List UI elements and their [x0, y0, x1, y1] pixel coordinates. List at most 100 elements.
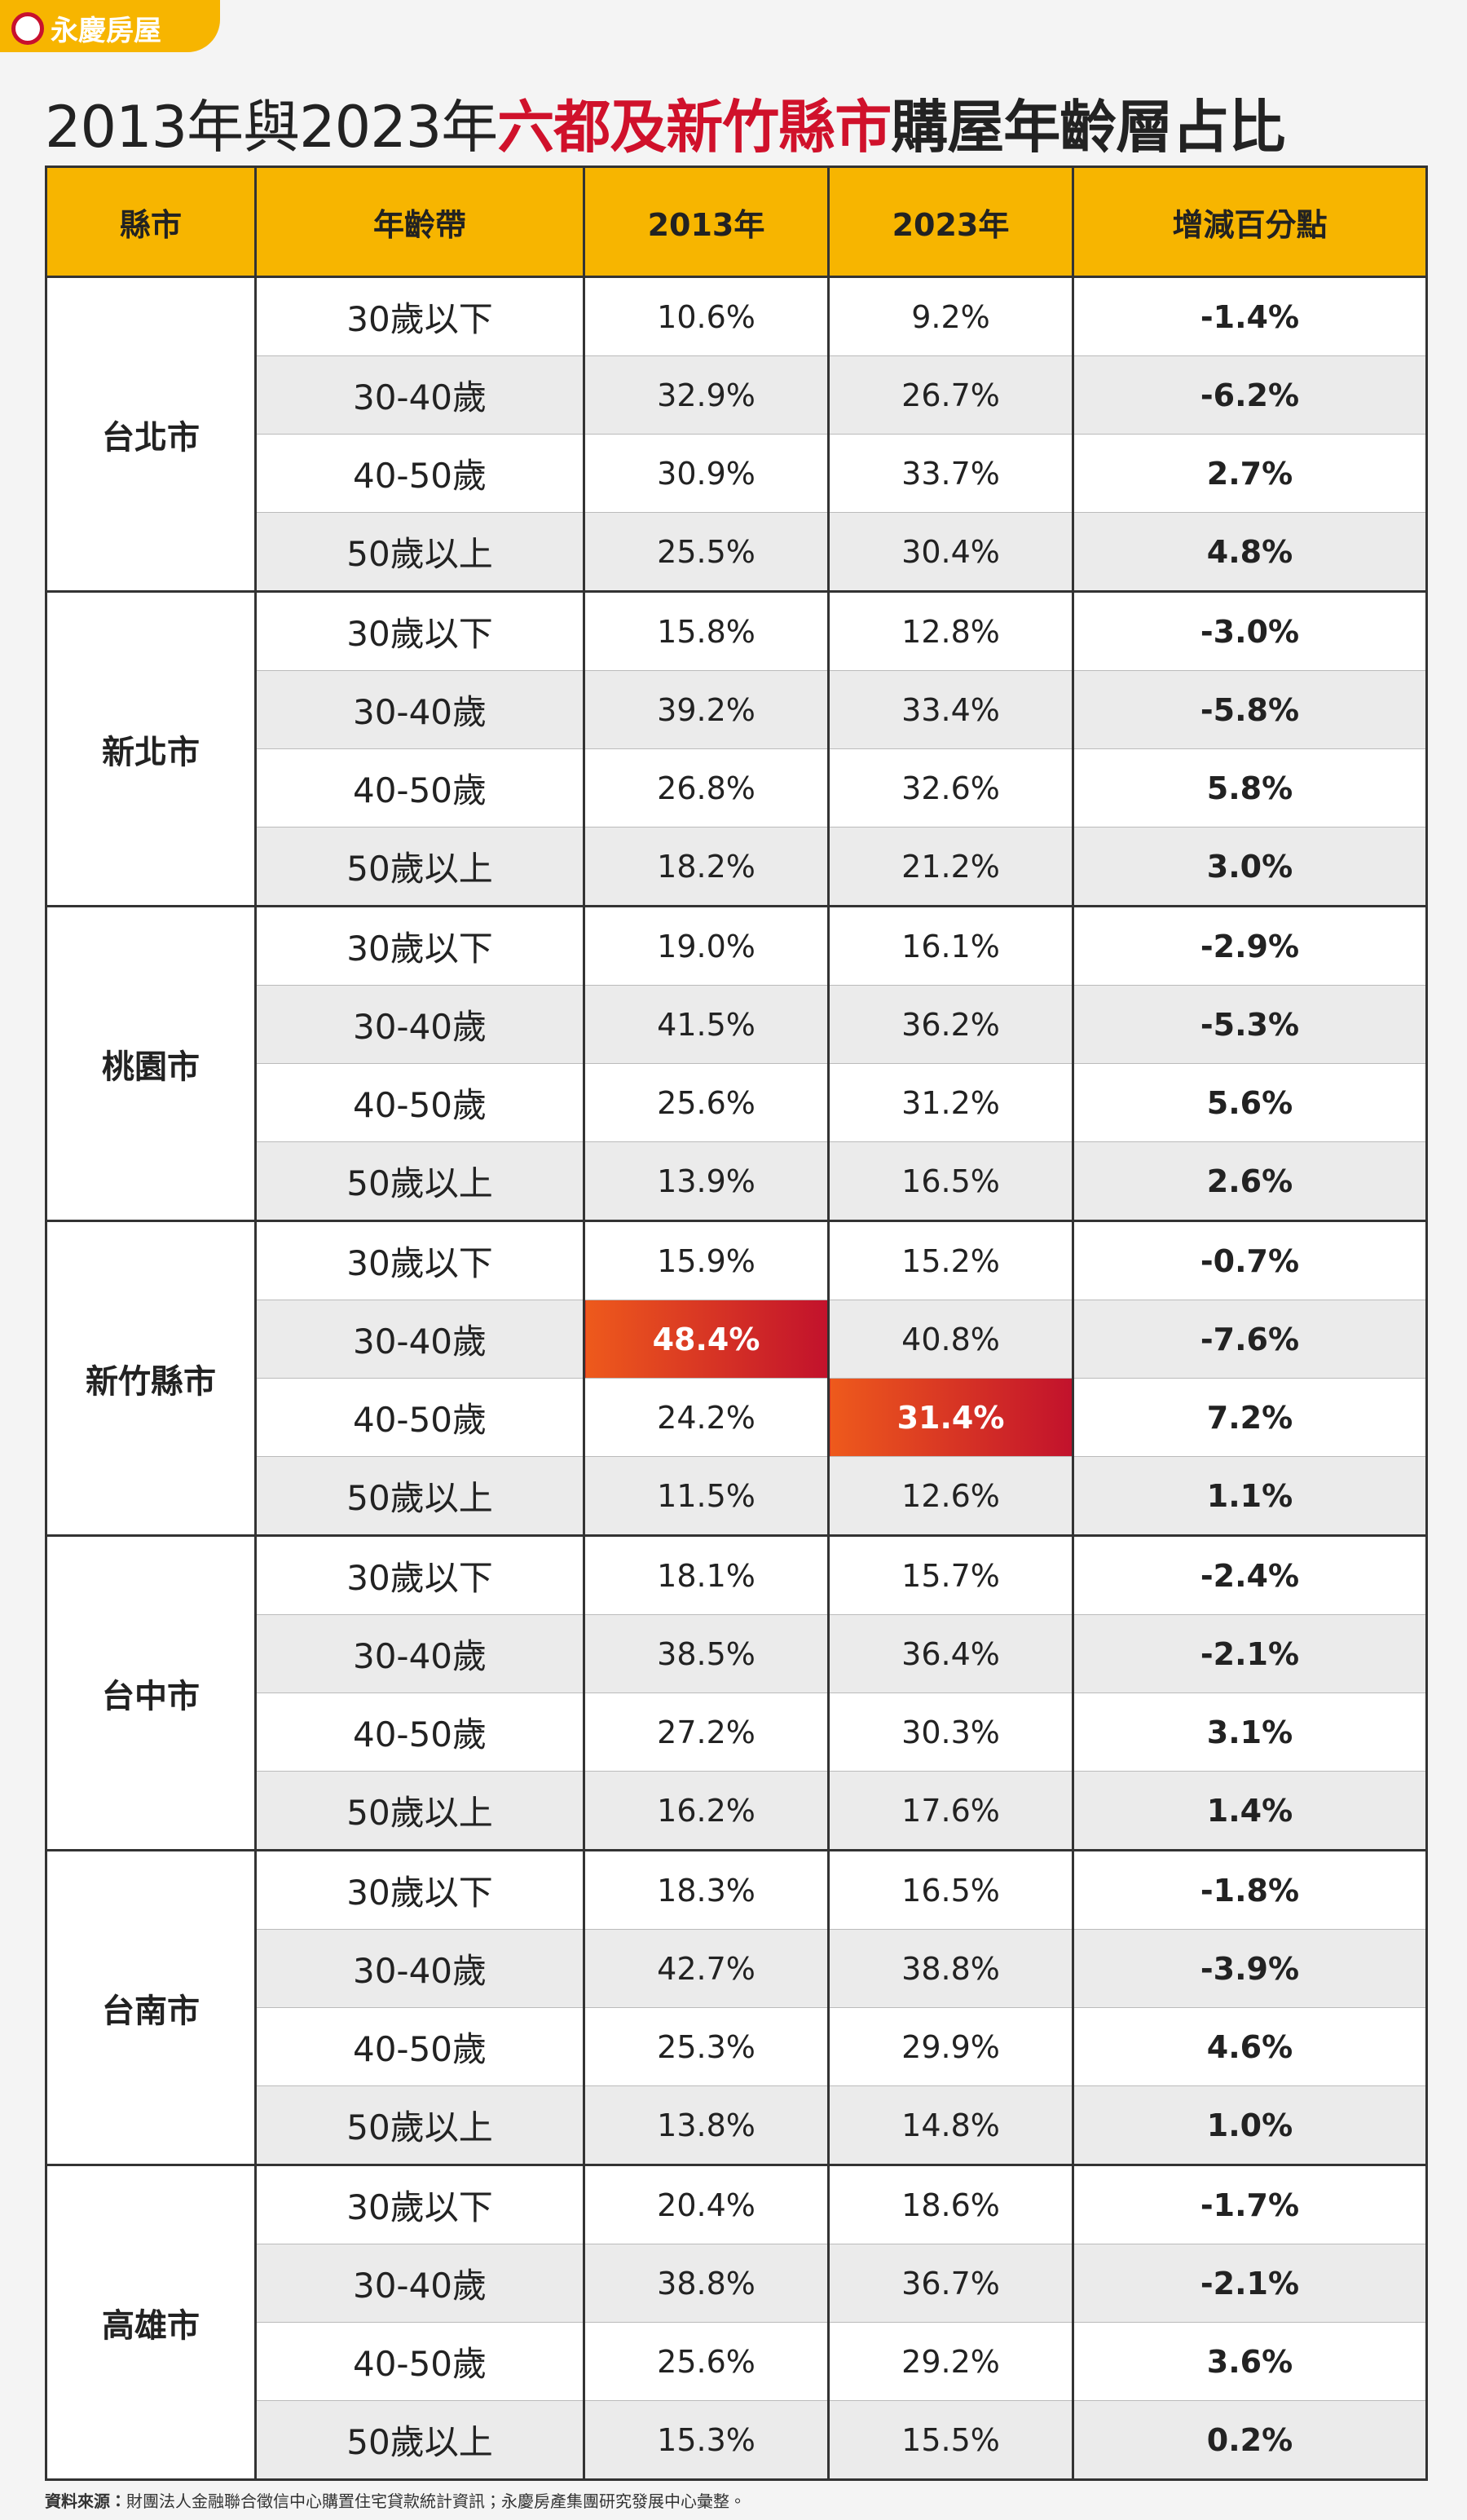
city-cell: 新北市: [45, 590, 257, 907]
age-band-cell: 40-50歲: [254, 1693, 585, 1772]
value-cell: -1.7%: [1072, 2164, 1428, 2244]
table-row: 50歲以上 25.5% 30.4% 4.8%: [46, 512, 1428, 592]
value-cell: -7.6%: [1072, 1300, 1428, 1379]
value-cell: 15.3%: [583, 2400, 830, 2481]
table-row: 30-40歲 42.7% 38.8% -3.9%: [46, 1929, 1428, 2008]
table-row: 50歲以上 15.3% 15.5% 0.2%: [46, 2400, 1428, 2481]
value-cell: 11.5%: [583, 1456, 830, 1536]
value-cell: 13.8%: [583, 2085, 830, 2165]
value-cell: 3.0%: [1072, 827, 1428, 907]
value-cell: 29.9%: [827, 2007, 1074, 2086]
value-cell: 26.7%: [827, 355, 1074, 435]
value-cell: 20.4%: [583, 2164, 830, 2244]
value-cell: 32.6%: [827, 748, 1074, 827]
value-cell: 26.8%: [583, 748, 830, 827]
source: 資料來源：財團法人金融聯合徵信中心購置住宅貸款統計資訊；永慶房產集團研究發展中心…: [45, 2488, 746, 2512]
value-cell: 25.5%: [583, 512, 830, 592]
age-band-cell: 30歲以下: [254, 905, 585, 986]
title: 2013年與2023年六都及新竹縣市購屋年齡層占比: [45, 82, 1285, 164]
value-cell: 48.4%: [583, 1300, 830, 1379]
column-header: 增減百分點: [1072, 165, 1428, 278]
value-cell: 36.4%: [827, 1614, 1074, 1693]
table-row: 新北市 30歲以下 15.8% 12.8% -3.0%: [45, 590, 1428, 907]
column-header: 縣市: [45, 165, 257, 278]
value-cell: 42.7%: [583, 1929, 830, 2008]
value-cell: -5.3%: [1072, 985, 1428, 1064]
value-cell: 32.9%: [583, 355, 830, 435]
city-cell: 台北市: [45, 276, 257, 593]
age-band-cell: 30歲以下: [254, 590, 585, 671]
age-band-cell: 30-40歲: [254, 355, 585, 435]
column-header: 2023年: [827, 165, 1074, 278]
value-cell: 36.7%: [827, 2244, 1074, 2323]
value-cell: 27.2%: [583, 1693, 830, 1772]
city-cell: 桃園市: [45, 905, 257, 1222]
age-band-cell: 30-40歲: [254, 1929, 585, 2008]
table-row: 桃園市 30歲以下 19.0% 16.1% -2.9%: [45, 905, 1428, 1222]
value-cell: 15.8%: [583, 590, 830, 671]
value-cell: 4.6%: [1072, 2007, 1428, 2086]
value-cell: 1.1%: [1072, 1456, 1428, 1536]
age-band-cell: 50歲以上: [254, 1771, 585, 1851]
title-part: 購屋年齡層占比: [891, 94, 1285, 161]
value-cell: -0.7%: [1072, 1220, 1428, 1300]
age-band-cell: 30-40歲: [254, 670, 585, 749]
value-cell: 2.6%: [1072, 1141, 1428, 1221]
logo: 永慶房屋: [11, 8, 161, 48]
value-cell: 38.5%: [583, 1614, 830, 1693]
table-row: 50歲以上 18.2% 21.2% 3.0%: [46, 827, 1428, 907]
age-band-cell: 50歲以上: [254, 2085, 585, 2165]
value-cell: 3.1%: [1072, 1693, 1428, 1772]
table-row: 50歲以上 16.2% 17.6% 1.4%: [46, 1771, 1428, 1851]
value-cell: 15.5%: [827, 2400, 1074, 2481]
table-row: 50歲以上 13.9% 16.5% 2.6%: [46, 1141, 1428, 1221]
value-cell: 18.6%: [827, 2164, 1074, 2244]
value-cell: 18.3%: [583, 1849, 830, 1930]
value-cell: 38.8%: [827, 1929, 1074, 2008]
column-header: 2013年: [583, 165, 830, 278]
age-band-cell: 50歲以上: [254, 1456, 585, 1536]
value-cell: 15.9%: [583, 1220, 830, 1300]
value-cell: 18.2%: [583, 827, 830, 907]
age-band-cell: 40-50歲: [254, 434, 585, 513]
table-row: 40-50歲 24.2% 31.4% 7.2%: [46, 1378, 1428, 1457]
value-cell: 31.4%: [827, 1378, 1074, 1457]
table-row: 高雄市 30歲以下 20.4% 18.6% -1.7%: [45, 2164, 1428, 2481]
age-band-cell: 50歲以上: [254, 2400, 585, 2481]
title-highlight: 六都及新竹縣市: [497, 94, 892, 161]
value-cell: 9.2%: [827, 276, 1074, 356]
logo-icon: [11, 11, 44, 45]
age-band-cell: 30歲以下: [254, 1849, 585, 1930]
value-cell: 5.8%: [1072, 748, 1428, 827]
header-row: 縣市 年齡帶 2013年 2023年 增減百分點: [45, 165, 1428, 278]
source-label: 資料來源：: [45, 2491, 126, 2511]
value-cell: 15.2%: [827, 1220, 1074, 1300]
source-text: 財團法人金融聯合徵信中心購置住宅貸款統計資訊；永慶房產集團研究發展中心彙整。: [126, 2491, 746, 2511]
value-cell: 36.2%: [827, 985, 1074, 1064]
value-cell: 1.0%: [1072, 2085, 1428, 2165]
value-cell: 2.7%: [1072, 434, 1428, 513]
value-cell: -2.9%: [1072, 905, 1428, 986]
table-row: 30-40歲 38.5% 36.4% -2.1%: [46, 1614, 1428, 1693]
value-cell: -2.4%: [1072, 1534, 1428, 1615]
table-row: 30-40歲 38.8% 36.7% -2.1%: [46, 2244, 1428, 2323]
table-row: 30-40歲 39.2% 33.4% -5.8%: [46, 670, 1428, 749]
value-cell: 33.7%: [827, 434, 1074, 513]
value-cell: 17.6%: [827, 1771, 1074, 1851]
table-row: 40-50歲 26.8% 32.6% 5.8%: [46, 748, 1428, 827]
value-cell: 33.4%: [827, 670, 1074, 749]
value-cell: 30.9%: [583, 434, 830, 513]
age-band-cell: 40-50歲: [254, 1378, 585, 1457]
age-band-cell: 40-50歲: [254, 2007, 585, 2086]
value-cell: 13.9%: [583, 1141, 830, 1221]
value-cell: 16.5%: [827, 1141, 1074, 1221]
value-cell: 12.6%: [827, 1456, 1074, 1536]
city-cell: 台中市: [45, 1534, 257, 1851]
table-row: 台中市 30歲以下 18.1% 15.7% -2.4%: [45, 1534, 1428, 1851]
value-cell: -2.1%: [1072, 2244, 1428, 2323]
value-cell: 16.1%: [827, 905, 1074, 986]
value-cell: 38.8%: [583, 2244, 830, 2323]
value-cell: 25.6%: [583, 1063, 830, 1142]
value-cell: -1.4%: [1072, 276, 1428, 356]
